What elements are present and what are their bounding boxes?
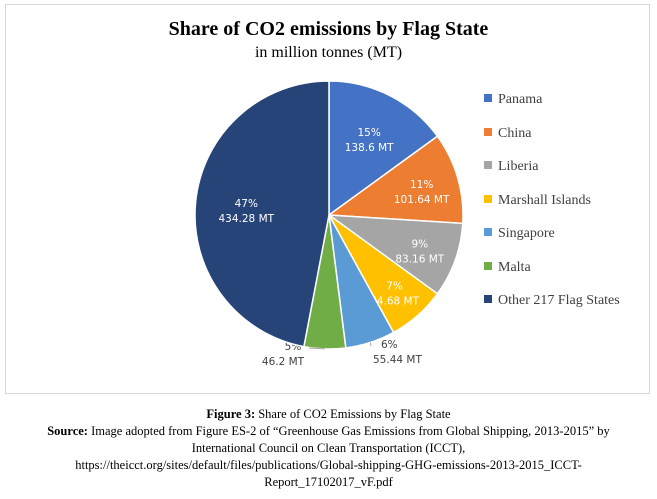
legend-item: Malta xyxy=(484,260,531,278)
legend-swatch xyxy=(484,161,492,169)
caption-source-line: Source: Image adopted from Figure ES-2 o… xyxy=(0,423,657,440)
data-label-value: 434.28 MT xyxy=(219,213,275,225)
data-label-pct: 47% xyxy=(235,198,258,210)
pie-slice-other-217-flag-states xyxy=(194,80,330,348)
legend-item: Liberia xyxy=(484,159,538,177)
legend-swatch xyxy=(484,228,492,236)
legend-label: Liberia xyxy=(498,159,539,174)
data-label-value: 101.64 MT xyxy=(394,194,450,206)
caption-source-url: https://theicct.org/sites/default/files/… xyxy=(75,458,582,472)
legend-item: China xyxy=(484,126,531,144)
legend-item: Other 217 Flag States xyxy=(484,293,620,311)
legend-label: Other 217 Flag States xyxy=(498,293,620,308)
legend-swatch xyxy=(484,94,492,102)
leader-line xyxy=(369,342,372,347)
legend-label: Singapore xyxy=(498,226,555,241)
legend-label: Marshall Islands xyxy=(498,192,591,208)
data-label-pct: 7% xyxy=(386,280,403,292)
data-label-value: 83.16 MT xyxy=(395,254,444,266)
legend-item: Singapore xyxy=(484,226,555,244)
legend-swatch xyxy=(484,295,492,303)
data-label-pct: 11% xyxy=(410,179,433,191)
leader-line xyxy=(308,347,325,350)
pie-slice-panama xyxy=(328,80,439,217)
data-label-pct: 15% xyxy=(357,127,380,139)
data-label-value: 64.68 MT xyxy=(370,295,419,307)
caption-figure-label: Figure 3: xyxy=(206,407,256,421)
chart-title: Share of CO2 emissions by Flag State xyxy=(168,18,489,40)
legend-swatch xyxy=(484,261,492,270)
data-label-value: 55.44 MT xyxy=(373,354,422,366)
pie-slice-china xyxy=(326,135,464,225)
legend-item: Marshall Islands xyxy=(484,193,591,211)
data-label-pct: 6% xyxy=(381,339,398,351)
caption-source-url-end: Report_17102017_vF.pdf xyxy=(264,475,393,489)
data-label-value: 138.6 MT xyxy=(345,142,394,154)
data-label-value: 46.2 MT xyxy=(262,356,305,368)
data-label-pct: 9% xyxy=(411,239,428,251)
legend-item: Panama xyxy=(484,92,542,110)
caption-figure-text: Share of CO2 Emissions by Flag State xyxy=(255,407,451,421)
legend-swatch xyxy=(484,194,492,203)
caption-figure-line: Figure 3: Share of CO2 Emissions by Flag… xyxy=(0,406,657,423)
chart-subtitle: in million tonnes (MT) xyxy=(254,44,403,61)
caption-source-label: Source: xyxy=(47,424,88,438)
caption-source-org: International Council on Clean Transport… xyxy=(191,441,466,455)
caption-source-text: Image adopted from Figure ES-2 of “Green… xyxy=(87,424,610,438)
legend-label: Malta xyxy=(498,259,531,275)
legend-swatch xyxy=(484,127,492,136)
figure-caption: Figure 3: Share of CO2 Emissions by Flag… xyxy=(0,406,657,491)
pie-chart: 15% 138.6 MT 11% 101.64 MT 9% 83.16 MT 7% 64.68… xyxy=(194,80,464,368)
legend-label: China xyxy=(498,125,532,141)
legend-label: Panama xyxy=(498,92,543,107)
